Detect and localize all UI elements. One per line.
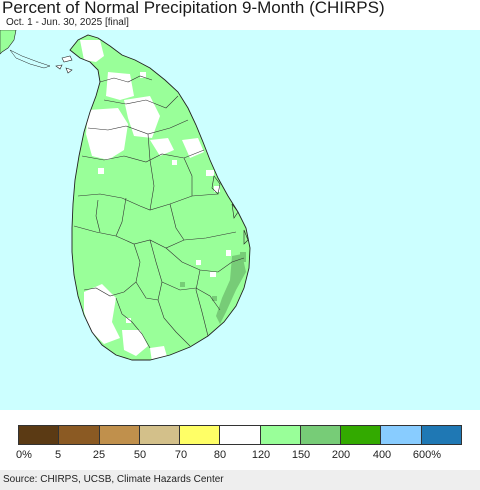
legend-tick-label: 0%: [16, 449, 32, 461]
footer-bar: Source: CHIRPS, UCSB, Climate Hazards Ce…: [0, 470, 480, 490]
india-landmass: [0, 30, 17, 55]
much-above-normal-areas: [180, 252, 246, 324]
legend-swatch-200-400: [341, 426, 382, 444]
legend-swatch-600-plus: [421, 426, 461, 444]
near-normal-speckles: [98, 72, 231, 323]
legend-swatch-0-5: [19, 426, 60, 444]
legend-swatch-50-70: [139, 426, 181, 444]
legend-swatch-80-120: [220, 426, 261, 444]
legend-swatch-5-25: [59, 426, 100, 444]
legend-tick-label: 400: [372, 449, 392, 461]
legend-swatch-150-200: [300, 426, 342, 444]
legend-tick-label: 80: [213, 449, 227, 461]
legend-tick-label: 70: [174, 449, 188, 461]
map-title: Percent of Normal Precipitation 9-Month …: [2, 0, 385, 17]
legend-tick-label: 200: [331, 449, 351, 461]
legend-tick-label: 25: [92, 449, 106, 461]
precipitation-map: [0, 30, 480, 410]
legend-swatch-70-80: [180, 426, 221, 444]
legend-swatch-25-50: [99, 426, 140, 444]
legend-ticks: 0% 5 25 50 70 80 120 150 200 400 600%: [0, 449, 480, 463]
color-legend: [18, 425, 462, 445]
source-credit: Source: CHIRPS, UCSB, Climate Hazards Ce…: [3, 474, 224, 485]
legend-tick-label: 50: [133, 449, 147, 461]
legend-swatch-120-150: [260, 426, 301, 444]
legend-tick-label: 600%: [412, 449, 442, 461]
district-boundaries: [73, 75, 245, 349]
near-normal-areas: [80, 40, 204, 360]
jaffna-islands: [55, 55, 73, 74]
legend-tick-label: 120: [251, 449, 271, 461]
legend-tick-label: 150: [291, 449, 311, 461]
legend-tick-label: 5: [54, 449, 62, 461]
legend-swatch-400-600: [381, 426, 422, 444]
map-subtitle: Oct. 1 - Jun. 30, 2025 [final]: [6, 17, 129, 28]
